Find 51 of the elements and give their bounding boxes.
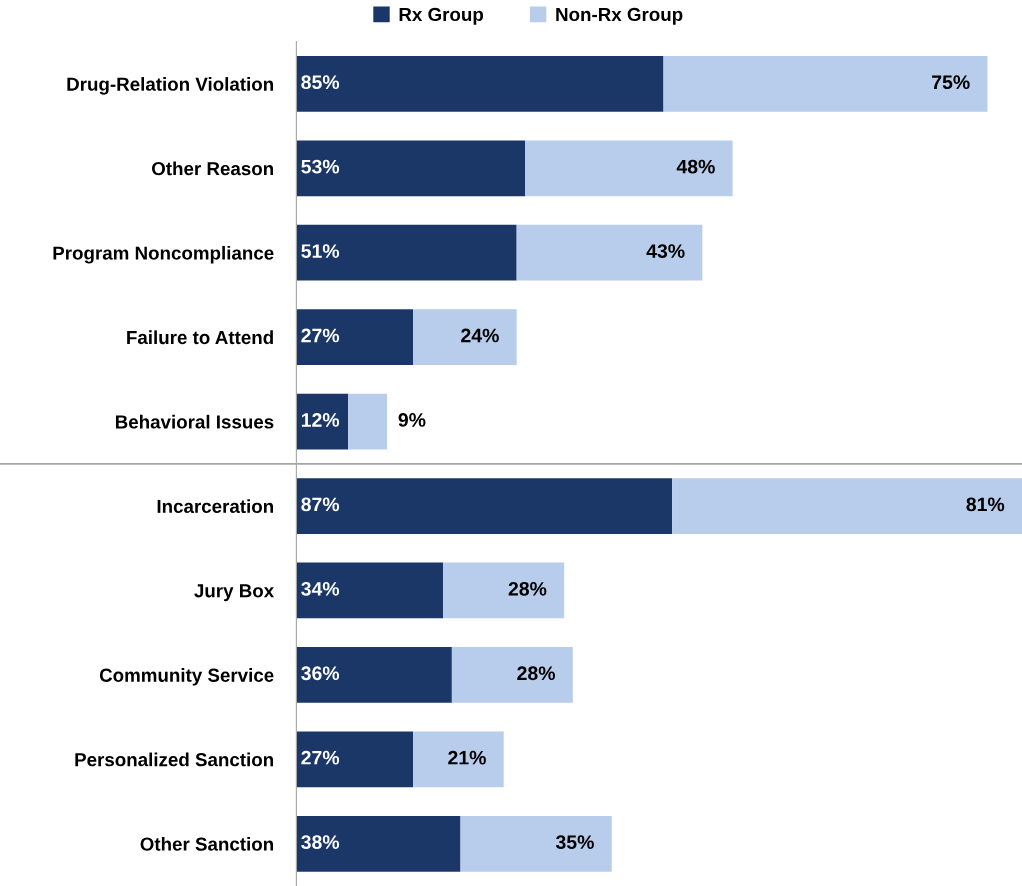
y-tick-label: Behavioral Issues bbox=[115, 414, 274, 429]
bar bbox=[348, 393, 388, 450]
bar bbox=[296, 56, 664, 112]
data-label: 85% bbox=[301, 75, 340, 90]
bar bbox=[296, 731, 413, 788]
data-label: 53% bbox=[301, 159, 340, 174]
bar bbox=[296, 562, 444, 619]
y-tick-label: Drug-Relation Violation bbox=[67, 77, 274, 95]
bar bbox=[663, 56, 988, 112]
y-tick-label: Incarceration bbox=[157, 499, 273, 514]
bar bbox=[413, 309, 517, 366]
data-label: 75% bbox=[932, 75, 970, 90]
y-tick-label: Failure to Attend bbox=[127, 330, 273, 345]
data-label: 24% bbox=[461, 328, 499, 343]
bar bbox=[516, 224, 703, 281]
data-label: 87% bbox=[301, 497, 340, 512]
y-tick-label: Personalized Sanction bbox=[75, 752, 274, 767]
data-label: 81% bbox=[966, 497, 1005, 512]
legend-label: Rx Group bbox=[399, 7, 484, 25]
data-label: 48% bbox=[676, 159, 715, 174]
data-label: 36% bbox=[301, 666, 340, 681]
data-label: 34% bbox=[301, 581, 340, 596]
bar bbox=[672, 478, 1022, 534]
bar bbox=[296, 478, 673, 534]
legend-label: Non-Rx Group bbox=[556, 7, 683, 25]
data-label: 38% bbox=[301, 835, 340, 850]
bar bbox=[296, 647, 452, 703]
data-label: 51% bbox=[301, 244, 340, 258]
bar bbox=[451, 647, 573, 703]
y-tick-label: Program Noncompliance bbox=[53, 245, 274, 264]
bar bbox=[296, 815, 461, 872]
bar bbox=[443, 562, 565, 619]
data-label: 21% bbox=[448, 750, 486, 765]
data-label: 9% bbox=[398, 413, 426, 427]
data-label: 27% bbox=[301, 750, 340, 765]
bar bbox=[525, 140, 733, 197]
data-label: 28% bbox=[517, 666, 556, 681]
data-label: 27% bbox=[301, 328, 340, 343]
data-label: 35% bbox=[555, 835, 594, 850]
data-label: 12% bbox=[301, 413, 340, 427]
bar bbox=[413, 731, 504, 788]
bar bbox=[296, 140, 526, 197]
y-tick-label: Community Service bbox=[99, 668, 274, 686]
data-label: 28% bbox=[508, 581, 547, 596]
y-tick-label: Jury Box bbox=[194, 584, 275, 602]
bar bbox=[296, 224, 517, 281]
y-tick-label: Other Reason bbox=[151, 161, 273, 176]
data-label: 43% bbox=[646, 244, 685, 258]
y-tick-label: Other Sanction bbox=[140, 836, 273, 851]
bar bbox=[460, 815, 612, 872]
bar bbox=[296, 309, 413, 366]
